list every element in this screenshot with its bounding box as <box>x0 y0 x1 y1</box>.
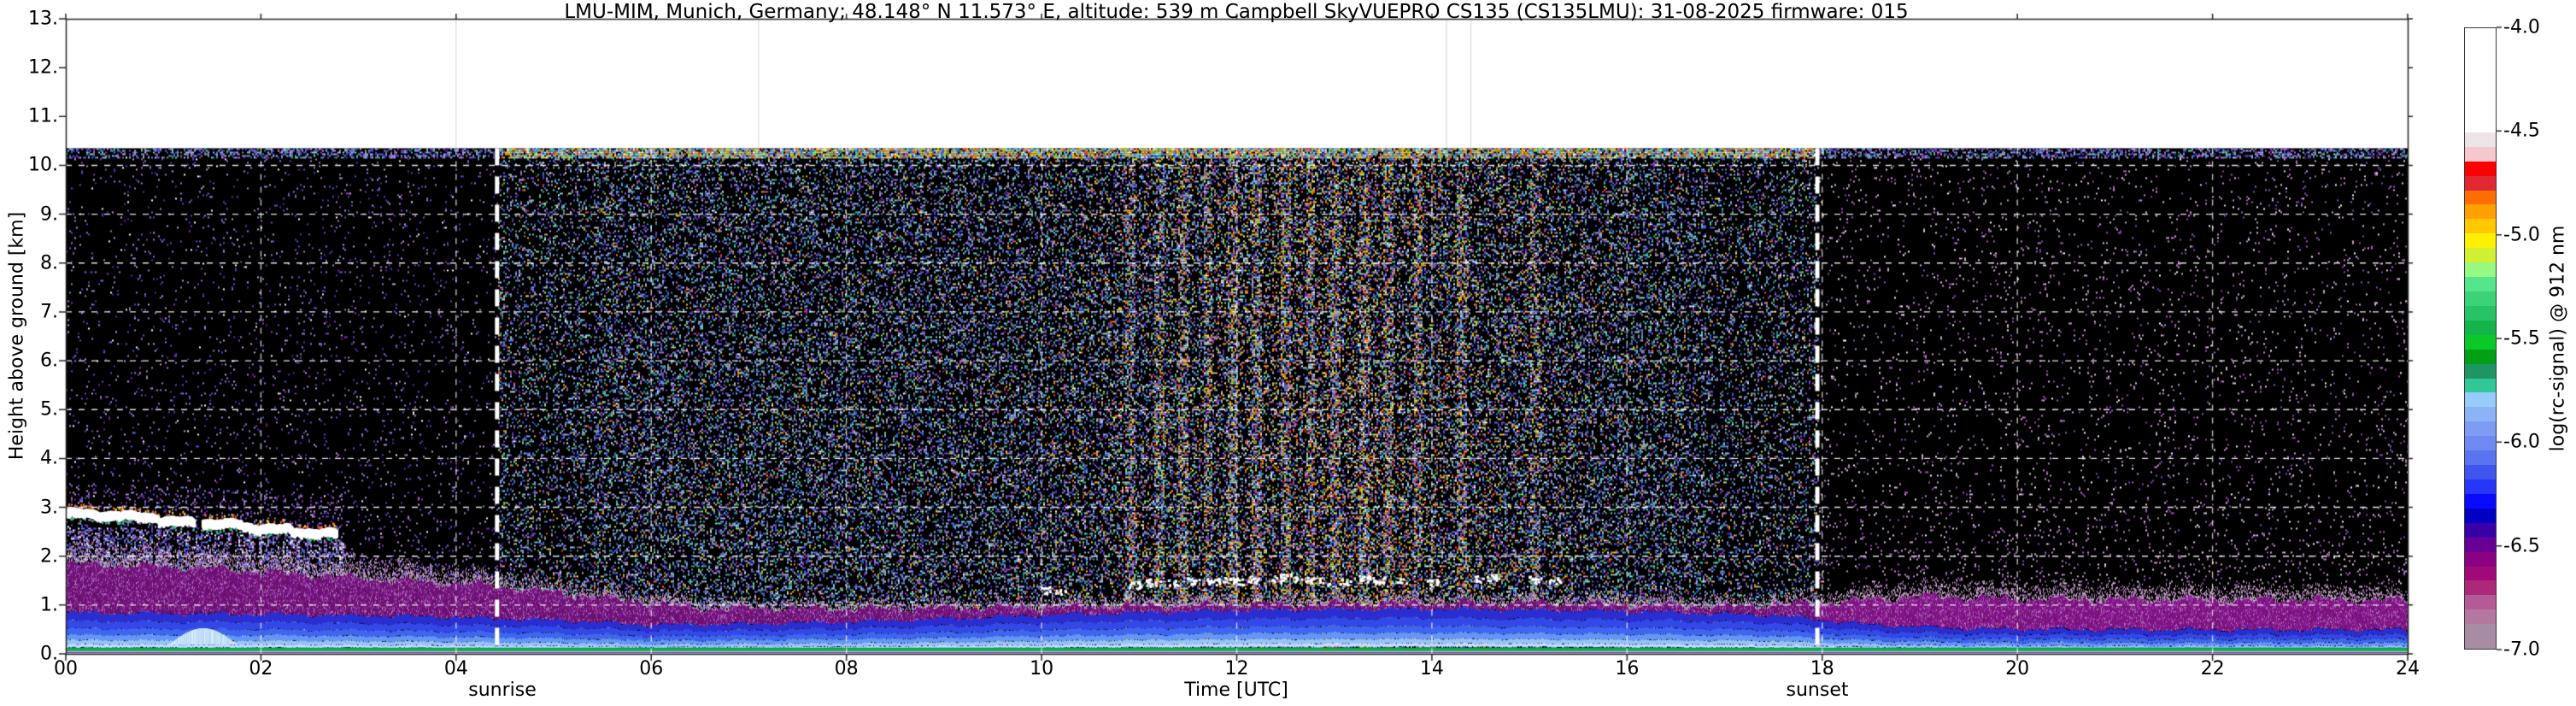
x-tick-label: 18 <box>1810 658 1834 680</box>
colorbar-segment <box>2465 132 2496 147</box>
y-tick-label: 1. <box>40 594 58 616</box>
colorbar-segment <box>2465 305 2496 321</box>
colorbar-segment <box>2465 522 2496 538</box>
x-tick-label: 10 <box>1030 658 1054 680</box>
sunrise-annotation: sunrise <box>468 680 537 701</box>
colorbar-segment <box>2465 595 2496 610</box>
x-tick-label: 04 <box>443 658 468 680</box>
y-tick-label: 6. <box>40 350 58 372</box>
colorbar-segment <box>2465 378 2496 393</box>
colorbar-segment <box>2465 537 2496 552</box>
colorbar-segment <box>2465 291 2496 306</box>
colorbar-segment <box>2465 580 2496 596</box>
colorbar-segment <box>2465 334 2496 350</box>
colorbar-segment <box>2465 609 2496 625</box>
colorbar-segment <box>2465 146 2496 162</box>
x-tick-label: 00 <box>54 658 78 680</box>
plot-title: LMU-MIM, Munich, Germany; 48.148° N 11.5… <box>564 1 1909 23</box>
colorbar-tick-label: -6.5 <box>2503 535 2540 557</box>
y-tick-label: 0. <box>40 643 58 665</box>
colorbar-segment <box>2465 493 2496 509</box>
x-tick-label: 12 <box>1224 658 1249 680</box>
y-tick-label: 10. <box>28 154 58 176</box>
colorbar-segment <box>2465 204 2496 220</box>
colorbar-segment <box>2465 421 2496 437</box>
y-tick-label: 9. <box>40 203 58 226</box>
colorbar-segment <box>2465 392 2496 408</box>
colorbar-segment <box>2465 436 2496 451</box>
colorbar-segment <box>2465 262 2496 278</box>
y-tick-label: 11. <box>28 105 58 127</box>
colorbar-tick-label: -4.5 <box>2503 120 2540 142</box>
sunset-annotation: sunset <box>1786 680 1849 701</box>
colorbar-segment <box>2465 450 2496 466</box>
x-tick-label: 22 <box>2200 658 2225 680</box>
x-tick-label: 16 <box>1615 658 1640 680</box>
colorbar-segment <box>2465 320 2496 335</box>
colorbar-segment <box>2465 233 2496 249</box>
colorbar-segment <box>2465 248 2496 263</box>
colorbar-segment <box>2465 277 2496 291</box>
y-tick-label: 12. <box>28 56 58 79</box>
colorbar-tick-label: -5.5 <box>2503 327 2540 350</box>
colorbar-label: log(rc-signal) @ 912 nm <box>2547 225 2569 452</box>
colorbar-segment <box>2465 219 2496 234</box>
x-tick-label: 14 <box>1419 658 1444 680</box>
y-tick-label: 13. <box>28 8 58 30</box>
colorbar-segment <box>2465 479 2496 494</box>
x-tick-label: 08 <box>834 658 859 680</box>
colorbar-tick-label: -7.0 <box>2503 638 2540 661</box>
colorbar-tick-label: -4.0 <box>2503 16 2540 38</box>
colorbar-segment <box>2465 190 2496 205</box>
x-axis-label: Time [UTC] <box>1184 680 1288 701</box>
y-tick-label: 2. <box>40 545 58 568</box>
y-tick-label: 8. <box>40 252 58 274</box>
colorbar-segment <box>2465 363 2496 379</box>
colorbar-segment <box>2465 349 2496 364</box>
x-tick-label: 06 <box>639 658 664 680</box>
colorbar-segment <box>2465 508 2496 523</box>
colorbar-tick-label: -6.0 <box>2503 431 2540 453</box>
colorbar <box>2464 27 2497 650</box>
y-tick-label: 7. <box>40 301 58 323</box>
colorbar-segment <box>2465 407 2496 422</box>
colorbar-segment <box>2465 175 2496 191</box>
colorbar-segment <box>2465 566 2496 581</box>
colorbar-segment <box>2465 28 2496 132</box>
colorbar-segment <box>2465 161 2496 176</box>
colorbar-segment <box>2465 465 2496 479</box>
colorbar-segment <box>2465 551 2496 567</box>
x-tick-label: 24 <box>2396 658 2420 680</box>
y-tick-label: 4. <box>40 447 58 469</box>
colorbar-tick-label: -5.0 <box>2503 224 2540 246</box>
x-tick-label: 20 <box>2005 658 2030 680</box>
colorbar-segment <box>2465 624 2496 649</box>
y-tick-label: 3. <box>40 497 58 519</box>
y-axis-label: Height above ground [km] <box>6 211 28 461</box>
y-tick-label: 5. <box>40 398 58 421</box>
x-tick-label: 02 <box>249 658 273 680</box>
